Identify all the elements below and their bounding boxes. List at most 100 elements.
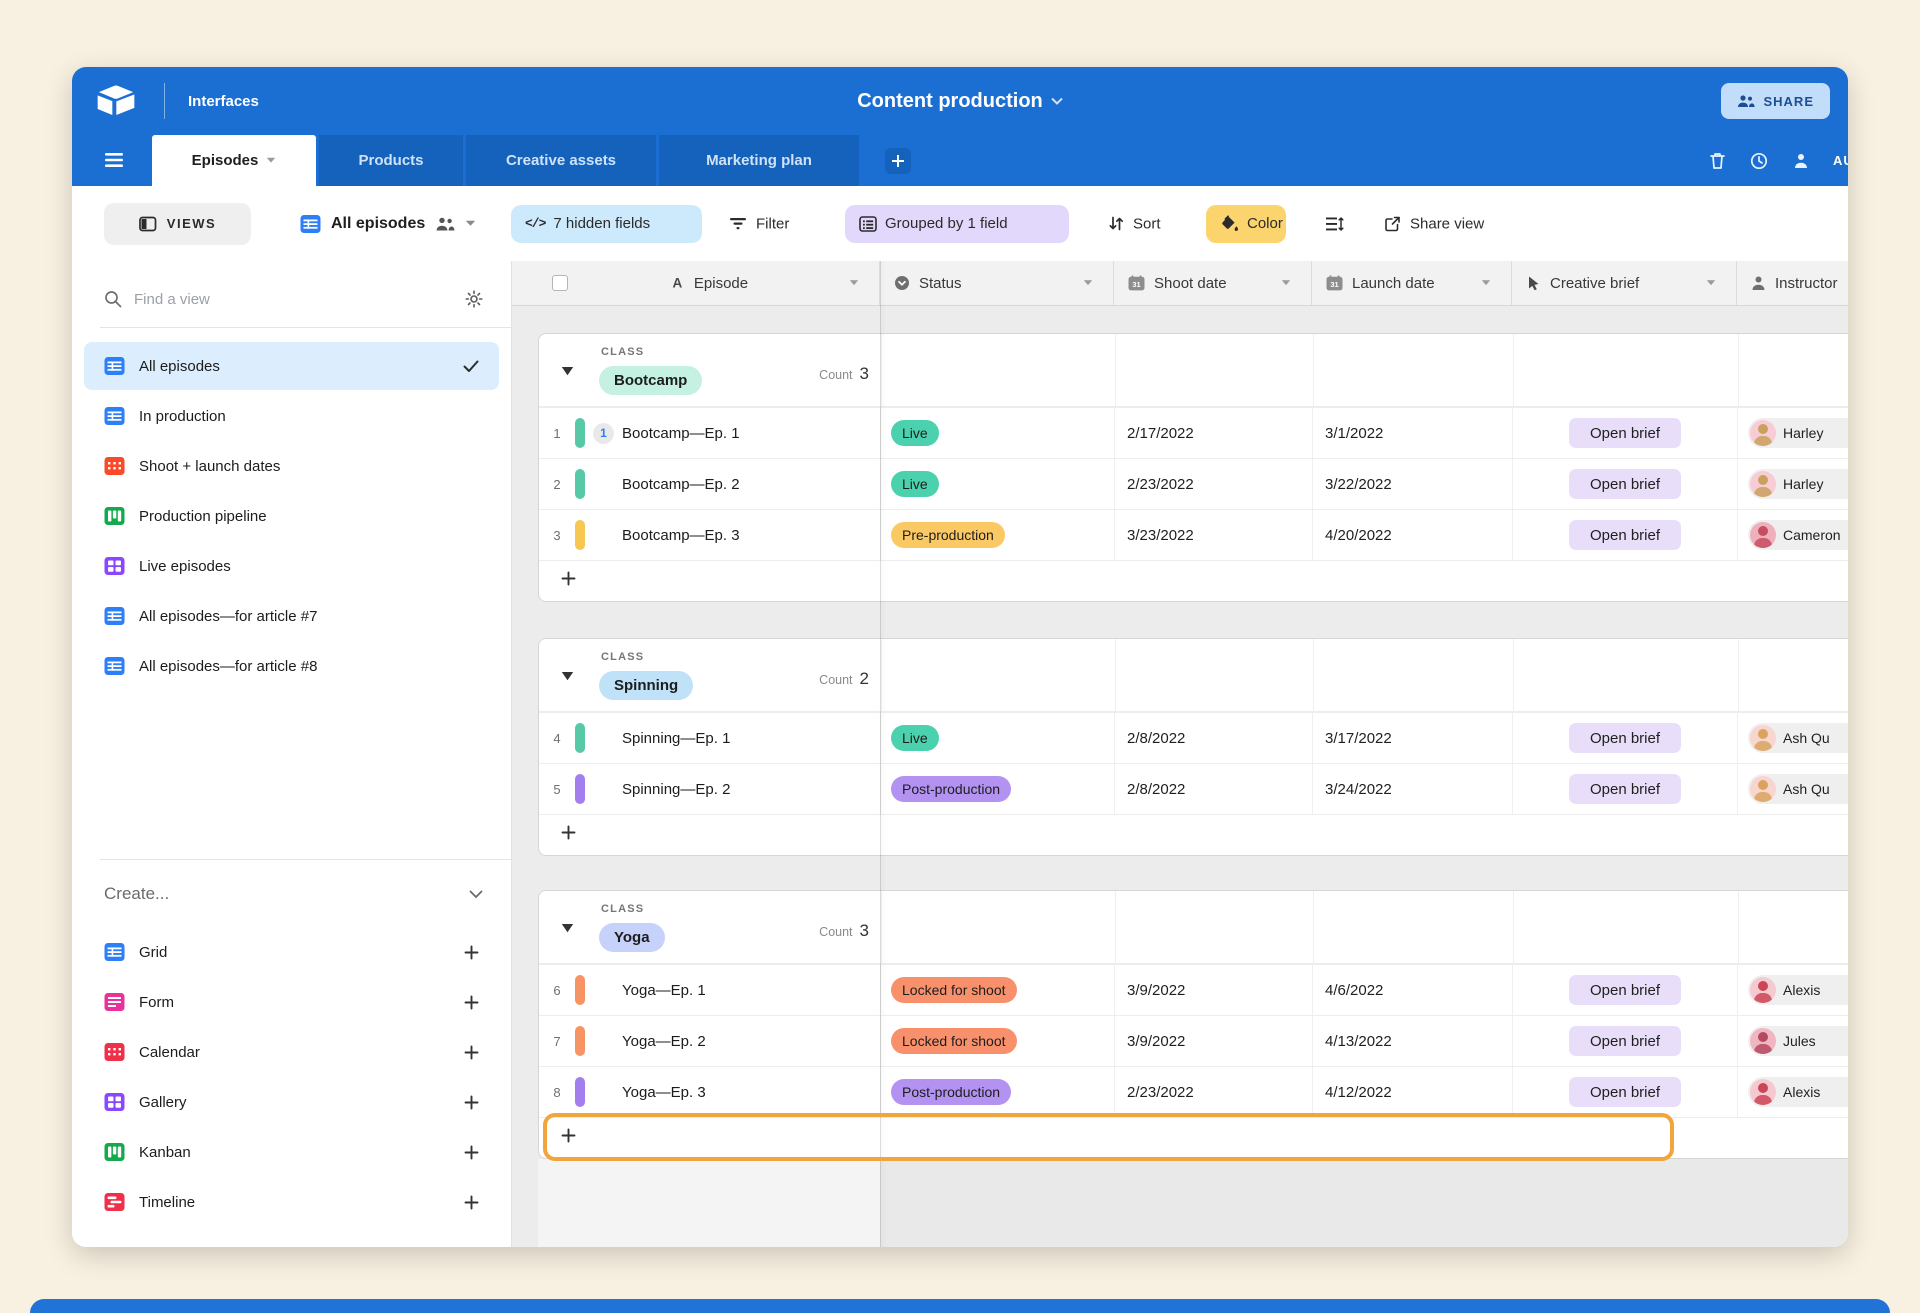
cell-episode[interactable]: 6 Yoga—Ep. 1	[539, 965, 881, 1015]
open-brief-button[interactable]: Open brief	[1569, 418, 1681, 448]
cell-episode[interactable]: 8 Yoga—Ep. 3	[539, 1067, 881, 1117]
create-item-gallery[interactable]: Gallery	[84, 1078, 499, 1126]
create-item-form[interactable]: Form	[84, 978, 499, 1026]
cell-shoot-date[interactable]: 2/17/2022	[1115, 408, 1313, 458]
table-row[interactable]: 1 1 Bootcamp—Ep. 1 Live 2/17/2022 3/1/2022 Ope…	[539, 407, 1848, 458]
create-section-header[interactable]: Create...	[104, 872, 483, 916]
cell-shoot-date[interactable]: 2/8/2022	[1115, 713, 1313, 763]
cell-creative-brief[interactable]: Open brief	[1513, 459, 1738, 509]
cell-instructor[interactable]: Alexis	[1738, 965, 1848, 1015]
color-button[interactable]: Color	[1206, 204, 1286, 243]
cell-launch-date[interactable]: 3/1/2022	[1313, 408, 1513, 458]
cell-instructor[interactable]: Jules	[1738, 1016, 1848, 1066]
cell-launch-date[interactable]: 4/20/2022	[1313, 510, 1513, 560]
sidebar-view-shoot-launch-dates[interactable]: Shoot + launch dates	[84, 442, 499, 490]
open-brief-button[interactable]: Open brief	[1569, 975, 1681, 1005]
cell-creative-brief[interactable]: Open brief	[1513, 965, 1738, 1015]
cell-shoot-date[interactable]: 2/23/2022	[1115, 459, 1313, 509]
open-brief-button[interactable]: Open brief	[1569, 1026, 1681, 1056]
open-brief-button[interactable]: Open brief	[1569, 723, 1681, 753]
history-icon[interactable]	[1749, 151, 1769, 171]
sidebar-view-in-production[interactable]: In production	[84, 392, 499, 440]
open-brief-button[interactable]: Open brief	[1569, 774, 1681, 804]
views-button[interactable]: VIEWS	[104, 202, 251, 245]
menu-hamburger-icon[interactable]	[102, 148, 126, 172]
cell-status[interactable]: Live	[881, 459, 1115, 509]
sidebar-view-all-episodes[interactable]: All episodes	[84, 342, 499, 390]
cell-status[interactable]: Post-production	[881, 764, 1115, 814]
group-header-bootcamp[interactable]: CLASS Bootcamp Count 3	[539, 334, 1848, 407]
sidebar-view-production-pipeline[interactable]: Production pipeline	[84, 492, 499, 540]
frozen-column-divider[interactable]	[880, 261, 881, 1247]
cell-instructor[interactable]: Ash Qu	[1738, 764, 1848, 814]
share-button[interactable]: SHARE	[1721, 83, 1830, 119]
sidebar-view-all-episodes-for-article-8[interactable]: All episodes—for article #8	[84, 642, 499, 690]
cell-episode[interactable]: 1 1 Bootcamp—Ep. 1	[539, 408, 881, 458]
create-item-grid[interactable]: Grid	[84, 928, 499, 976]
find-view-search[interactable]: Find a view	[104, 279, 483, 319]
cell-status[interactable]: Post-production	[881, 1067, 1115, 1117]
cell-status[interactable]: Locked for shoot	[881, 965, 1115, 1015]
group-button[interactable]: Grouped by 1 field	[845, 204, 1069, 243]
airtable-logo-icon[interactable]	[96, 84, 136, 118]
select-all-checkbox[interactable]	[552, 275, 568, 291]
cell-episode[interactable]: 5 Spinning—Ep. 2	[539, 764, 881, 814]
cell-launch-date[interactable]: 3/24/2022	[1313, 764, 1513, 814]
column-header-status[interactable]: Status	[880, 261, 1114, 305]
add-record-row[interactable]	[539, 814, 1848, 855]
cell-launch-date[interactable]: 4/12/2022	[1313, 1067, 1513, 1117]
cell-creative-brief[interactable]: Open brief	[1513, 713, 1738, 763]
group-header-yoga[interactable]: CLASS Yoga Count 3	[539, 891, 1848, 964]
view-switcher[interactable]: All episodes	[300, 214, 476, 234]
collaborators-icon[interactable]	[1791, 152, 1811, 170]
cell-episode[interactable]: 4 Spinning—Ep. 1	[539, 713, 881, 763]
cell-creative-brief[interactable]: Open brief	[1513, 408, 1738, 458]
add-record-row[interactable]	[539, 1113, 1848, 1161]
cell-instructor[interactable]: Alexis	[1738, 1067, 1848, 1117]
table-row[interactable]: 5 Spinning—Ep. 2 Post-production 2/8/2022 3/…	[539, 763, 1848, 814]
table-row[interactable]: 4 Spinning—Ep. 1 Live 2/8/2022 3/17/2022 Open…	[539, 712, 1848, 763]
tab-episodes[interactable]: Episodes	[152, 135, 316, 186]
sidebar-view-all-episodes-for-article-7[interactable]: All episodes—for article #7	[84, 592, 499, 640]
cell-episode[interactable]: 7 Yoga—Ep. 2	[539, 1016, 881, 1066]
cell-instructor[interactable]: Ash Qu	[1738, 713, 1848, 763]
filter-button[interactable]: Filter	[729, 215, 789, 232]
column-header-creative-brief[interactable]: Creative brief	[1512, 261, 1737, 305]
tab-creative-assets[interactable]: Creative assets	[466, 135, 656, 186]
create-item-kanban[interactable]: Kanban	[84, 1128, 499, 1176]
table-row[interactable]: 8 Yoga—Ep. 3 Post-production 2/23/2022 4/12/…	[539, 1066, 1848, 1117]
hidden-fields-button[interactable]: </> 7 hidden fields	[511, 204, 702, 243]
cell-shoot-date[interactable]: 2/8/2022	[1115, 764, 1313, 814]
column-header-shoot-date[interactable]: 31 Shoot date	[1114, 261, 1312, 305]
group-header-spinning[interactable]: CLASS Spinning Count 2	[539, 639, 1848, 712]
cell-creative-brief[interactable]: Open brief	[1513, 1016, 1738, 1066]
add-record-row[interactable]	[539, 560, 1848, 601]
cell-shoot-date[interactable]: 3/9/2022	[1115, 1016, 1313, 1066]
table-row[interactable]: 3 Bootcamp—Ep. 3 Pre-production 3/23/2022 4/…	[539, 509, 1848, 560]
cell-status[interactable]: Live	[881, 408, 1115, 458]
cell-launch-date[interactable]: 3/22/2022	[1313, 459, 1513, 509]
open-brief-button[interactable]: Open brief	[1569, 469, 1681, 499]
create-item-timeline[interactable]: Timeline	[84, 1178, 499, 1226]
column-header-instructor[interactable]: Instructor	[1737, 261, 1848, 305]
expand-record-badge[interactable]: 1	[593, 422, 614, 444]
cell-episode[interactable]: 3 Bootcamp—Ep. 3	[539, 510, 881, 560]
cell-shoot-date[interactable]: 2/23/2022	[1115, 1067, 1313, 1117]
cell-creative-brief[interactable]: Open brief	[1513, 764, 1738, 814]
cell-instructor[interactable]: Harley	[1738, 408, 1848, 458]
table-row[interactable]: 7 Yoga—Ep. 2 Locked for shoot 3/9/2022 4/13/…	[539, 1015, 1848, 1066]
cell-episode[interactable]: 2 Bootcamp—Ep. 2	[539, 459, 881, 509]
cell-creative-brief[interactable]: Open brief	[1513, 510, 1738, 560]
gear-icon[interactable]	[465, 290, 483, 308]
cell-instructor[interactable]: Harley	[1738, 459, 1848, 509]
table-row[interactable]: 6 Yoga—Ep. 1 Locked for shoot 3/9/2022 4/6/2…	[539, 964, 1848, 1015]
row-height-button[interactable]	[1325, 216, 1344, 232]
cell-creative-brief[interactable]: Open brief	[1513, 1067, 1738, 1117]
automations-label-cut[interactable]: AU	[1833, 153, 1848, 168]
cell-shoot-date[interactable]: 3/9/2022	[1115, 965, 1313, 1015]
cell-launch-date[interactable]: 3/17/2022	[1313, 713, 1513, 763]
add-tab-button[interactable]	[885, 148, 911, 174]
column-header-launch-date[interactable]: 31 Launch date	[1312, 261, 1512, 305]
cell-launch-date[interactable]: 4/6/2022	[1313, 965, 1513, 1015]
cell-instructor[interactable]: Cameron	[1738, 510, 1848, 560]
